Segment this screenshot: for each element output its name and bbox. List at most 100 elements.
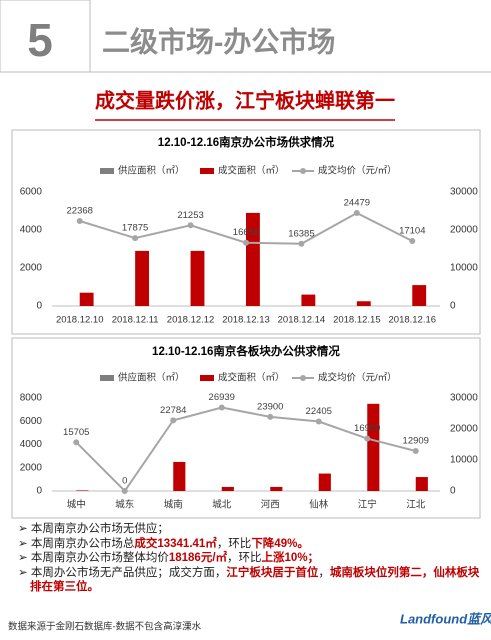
data-label: 17875 xyxy=(122,223,148,234)
data-label: 24479 xyxy=(344,197,370,208)
data-label: 22405 xyxy=(306,406,332,417)
bullet-text: 本周办公市场无产品供应；成交方面， xyxy=(30,566,227,579)
y2-tick-label: 30000 xyxy=(450,187,478,198)
bar xyxy=(356,301,371,306)
y-tick-label: 2000 xyxy=(20,462,43,473)
marker xyxy=(76,218,83,225)
bar xyxy=(318,473,331,491)
logo: Landfound蓝风 xyxy=(400,611,491,626)
data-label: 12909 xyxy=(403,435,429,446)
x-tick-label: 城北 xyxy=(212,500,232,511)
data-label: 21253 xyxy=(177,210,203,221)
marker xyxy=(73,439,80,446)
x-tick-label: 江北 xyxy=(406,500,426,511)
marker xyxy=(218,404,225,411)
legend-swatch xyxy=(200,375,214,381)
bullet-text: 本周南京办公市场整体均价 xyxy=(30,552,169,564)
bar xyxy=(221,486,234,491)
x-tick-label: 城东 xyxy=(115,499,134,511)
x-tick-label: 仙林 xyxy=(309,499,329,511)
y2-tick-label: 20000 xyxy=(450,424,478,435)
marker xyxy=(364,435,371,442)
y2-tick-label: 10000 xyxy=(450,455,478,466)
bar xyxy=(270,486,283,491)
bar xyxy=(135,250,149,306)
bar xyxy=(190,250,205,306)
y-tick-label: 4000 xyxy=(20,439,43,450)
legend-swatch xyxy=(200,168,214,174)
y-tick-label: 6000 xyxy=(20,416,43,427)
x-tick-label: 2018.12.16 xyxy=(389,315,437,326)
legend-label: 成交面积（㎡） xyxy=(218,372,285,384)
x-tick-label: 2018.12.11 xyxy=(112,315,159,326)
bar xyxy=(301,294,316,306)
bar xyxy=(367,403,380,491)
bullet-text: ，环比 xyxy=(227,552,262,564)
legend-swatch xyxy=(100,375,114,381)
x-tick-label: 城中 xyxy=(67,499,86,511)
chart-title: 12.10-12.16南京办公市场供求情况 xyxy=(158,135,335,149)
section-number: 5 xyxy=(27,14,53,66)
data-label: 15705 xyxy=(63,427,89,438)
marker xyxy=(170,417,177,424)
legend-swatch xyxy=(300,168,306,174)
source-note: 数据来源于金刚石数据库-数据不包含高淳溧水 xyxy=(8,621,202,633)
marker xyxy=(243,239,249,246)
data-label: 16909 xyxy=(354,423,380,434)
y2-tick-label: 20000 xyxy=(450,225,478,236)
y2-tick-label: 0 xyxy=(450,486,456,497)
bullet-text: 上涨10%； xyxy=(261,552,320,564)
chart-title: 12.10-12.16南京各板块办公供求情况 xyxy=(152,344,340,358)
bar xyxy=(415,477,428,491)
y-tick-label: 0 xyxy=(36,301,42,312)
data-label: 23900 xyxy=(257,401,283,412)
y2-tick-label: 10000 xyxy=(450,263,478,274)
bullet-text: 本周南京办公市场总 xyxy=(30,537,135,550)
legend-swatch xyxy=(100,168,114,174)
legend-swatch xyxy=(300,375,306,381)
line xyxy=(75,406,416,493)
bullet: ➢ 本周办公市场无产品供应；成交方面，江宁板块居于首位，城南板块位列第二，仙林板… xyxy=(18,566,480,594)
bullet-text: 18186元/㎡ xyxy=(168,552,228,564)
bullet-text: 江宁板块居于首位 xyxy=(226,566,319,579)
bar xyxy=(79,292,94,306)
legend-label: 供应面积（㎡） xyxy=(118,372,185,384)
number-box xyxy=(0,0,91,73)
bullet-text: ，环比 xyxy=(216,537,252,550)
x-tick-label: 2018.12.10 xyxy=(56,315,104,326)
legend-label: 成交均价（元/㎡） xyxy=(318,165,397,177)
bullet-text: 下降49%。 xyxy=(251,537,309,550)
x-tick-label: 江宁 xyxy=(358,499,377,511)
data-label: 17104 xyxy=(399,226,425,237)
bar xyxy=(412,285,427,306)
bullet-text: ， xyxy=(318,566,330,579)
data-label: 16385 xyxy=(288,228,314,239)
x-tick-label: 河西 xyxy=(261,499,280,511)
data-label: 0 xyxy=(122,476,127,487)
y-tick-label: 2000 xyxy=(20,263,43,274)
marker xyxy=(132,235,139,242)
legend-label: 成交面积（㎡） xyxy=(218,165,285,177)
marker xyxy=(267,413,274,420)
marker xyxy=(187,222,194,229)
marker xyxy=(409,238,416,245)
bullet: ➢ 本周南京办公市场总成交13341.41㎡，环比下降49%。 xyxy=(18,537,309,550)
bullet: ➢ 本周南京办公市场整体均价18186元/㎡，环比上涨10%； xyxy=(18,552,320,564)
marker xyxy=(412,447,419,454)
data-label: 22784 xyxy=(160,405,186,416)
headline: 成交量跌价涨，江宁板块蝉联第一 xyxy=(95,88,395,112)
marker xyxy=(298,240,305,247)
chart-frame xyxy=(11,337,481,519)
x-tick-label: 2018.12.15 xyxy=(333,315,381,326)
marker xyxy=(353,209,360,216)
y2-tick-label: 30000 xyxy=(450,393,478,404)
data-label: 26939 xyxy=(209,392,235,403)
bullet: ➢ 本周南京办公市场无供应； xyxy=(18,523,169,535)
x-tick-label: 2018.12.14 xyxy=(278,315,326,326)
bullet-list: ➢ 本周南京办公市场无供应； ➢ 本周南京办公市场总成交13341.41㎡，环比下… xyxy=(18,522,483,595)
x-tick-label: 2018.12.12 xyxy=(167,315,215,326)
legend-label: 供应面积（㎡） xyxy=(118,165,185,177)
bullet-text: 成交13341.41㎡ xyxy=(134,537,217,550)
